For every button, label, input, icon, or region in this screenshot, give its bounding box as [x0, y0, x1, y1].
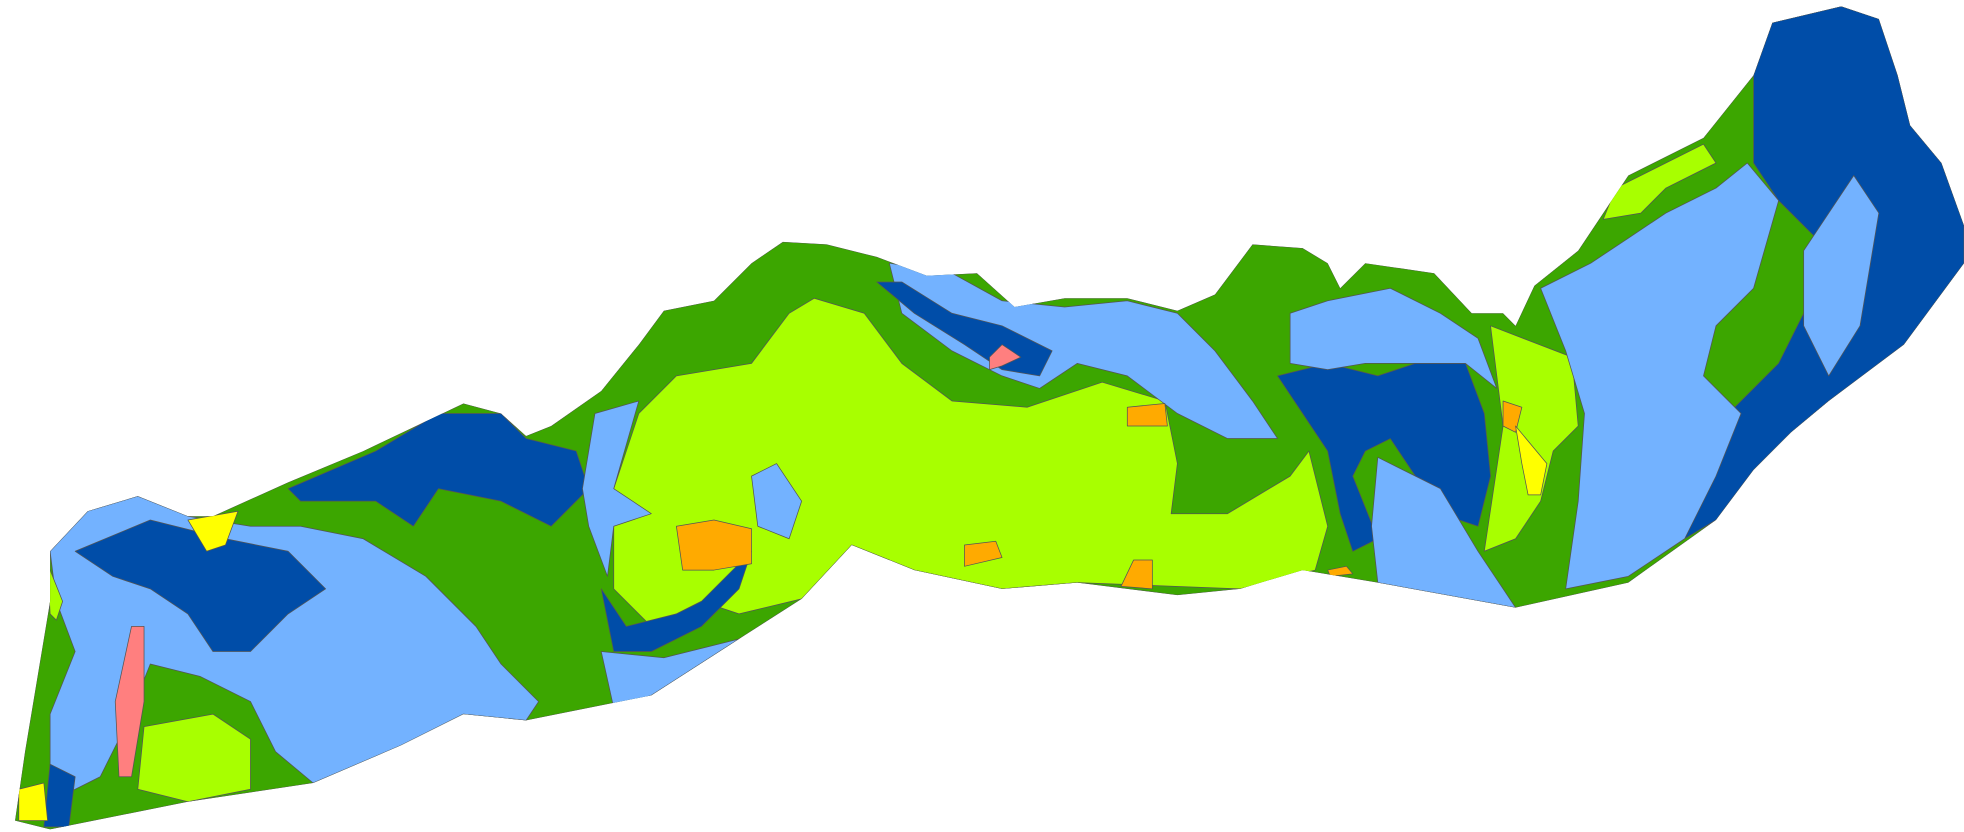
- region: [18, 782, 48, 821]
- region: [1126, 403, 1168, 427]
- region: [888, 262, 1278, 439]
- region: [1483, 325, 1579, 552]
- region: [964, 540, 1003, 567]
- region: [1371, 456, 1516, 609]
- region: [751, 463, 803, 540]
- region: [600, 550, 752, 652]
- region: [1327, 565, 1354, 577]
- region: [989, 344, 1022, 371]
- region: [187, 510, 239, 552]
- region: [1120, 559, 1153, 590]
- region: [613, 297, 1329, 627]
- region: [137, 713, 251, 803]
- region: [582, 400, 652, 577]
- region: [114, 626, 145, 778]
- region: [1540, 162, 1779, 590]
- region: [1602, 143, 1717, 220]
- region: [1515, 425, 1548, 496]
- region: [1803, 175, 1880, 377]
- region: [1289, 287, 1498, 389]
- region: [600, 638, 740, 709]
- region: [676, 519, 752, 571]
- region: [1502, 400, 1523, 433]
- regions: [15, 6, 1964, 830]
- region: [287, 413, 590, 527]
